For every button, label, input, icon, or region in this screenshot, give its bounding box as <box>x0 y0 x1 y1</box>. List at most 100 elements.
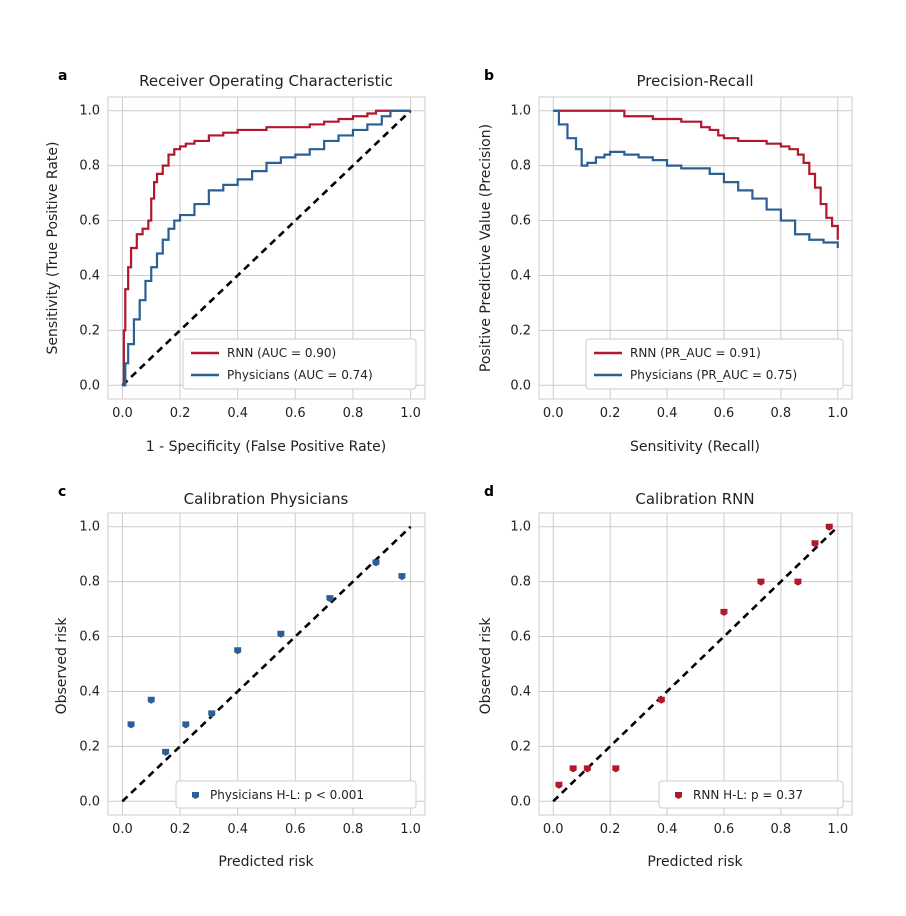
panel-roc: a Receiver Operating Characteristic 1 - … <box>45 68 426 455</box>
y-tick-label: 0.2 <box>510 323 531 338</box>
panel-calibration-physicians: c Calibration Physicians Predicted risk … <box>54 484 426 870</box>
plot-frame <box>107 512 426 816</box>
x-tick-label: 0.4 <box>657 406 678 421</box>
scatter-point-physicians <box>277 630 285 638</box>
scatter-point-rnn <box>720 608 728 616</box>
y-tick-label: 1.0 <box>79 520 100 535</box>
scatter-point-physicians <box>234 647 242 655</box>
scatter-point-physicians <box>127 721 135 729</box>
x-tick-label: 0.2 <box>170 822 191 837</box>
x-tick-label: 1.0 <box>400 406 421 421</box>
reference-diagonal <box>121 109 412 387</box>
x-tick-label: 0.8 <box>771 406 792 421</box>
y-tick-label: 0.0 <box>510 378 531 393</box>
scatter-point-rnn <box>794 578 802 586</box>
x-tick-label: 1.0 <box>827 822 848 837</box>
legend-entry: Physicians (AUC = 0.74) <box>227 368 373 382</box>
reference-diagonal <box>552 525 839 803</box>
x-tick-label: 0.4 <box>657 822 678 837</box>
y-tick-label: 0.0 <box>79 378 100 393</box>
y-tick-label: 0.6 <box>79 214 100 229</box>
series-line-rnn <box>122 109 411 387</box>
y-tick-label: 0.6 <box>510 214 531 229</box>
y-tick-label: 0.8 <box>510 575 531 590</box>
chart-title: Precision-Recall <box>636 72 753 90</box>
y-tick-label: 0.4 <box>510 684 531 699</box>
legend-box <box>175 780 417 809</box>
series-line-physicians <box>553 109 839 248</box>
scatter-point-rnn <box>657 696 665 704</box>
y-tick-label: 0.8 <box>79 575 100 590</box>
x-tick-label: 0.0 <box>112 822 133 837</box>
legend-entry: Physicians (PR_AUC = 0.75) <box>630 368 797 382</box>
x-tick-label: 0.6 <box>285 822 306 837</box>
x-tick-label: 0.0 <box>543 822 564 837</box>
panel-letter: c <box>58 484 66 500</box>
x-tick-label: 0.0 <box>112 406 133 421</box>
scatter-point-physicians <box>208 710 216 718</box>
x-tick-label: 0.6 <box>714 406 735 421</box>
scatter-point-physicians <box>147 696 155 704</box>
y-tick-label: 0.4 <box>510 268 531 283</box>
x-axis-label: Predicted risk <box>218 854 314 870</box>
scatter-point-rnn <box>583 765 591 773</box>
x-axis-label: Predicted risk <box>647 854 743 870</box>
chart-title: Calibration Physicians <box>184 490 349 508</box>
legend-entry: RNN (PR_AUC = 0.91) <box>630 346 761 360</box>
legend-entry: RNN (AUC = 0.90) <box>227 346 336 360</box>
plot-frame <box>538 512 853 816</box>
y-tick-label: 0.2 <box>510 739 531 754</box>
x-tick-label: 1.0 <box>400 822 421 837</box>
y-tick-label: 0.4 <box>79 268 100 283</box>
chart-title: Calibration RNN <box>635 490 754 508</box>
x-tick-label: 0.2 <box>600 822 621 837</box>
legend-entry: Physicians H-L: p < 0.001 <box>210 788 364 802</box>
y-tick-label: 1.0 <box>510 520 531 535</box>
panel-letter: d <box>484 484 494 500</box>
panel-letter: a <box>58 68 67 84</box>
scatter-point-rnn <box>825 523 833 531</box>
panel-letter: b <box>484 68 494 84</box>
x-tick-label: 0.2 <box>600 406 621 421</box>
scatter-point-rnn <box>555 781 563 789</box>
y-axis-label: Observed risk <box>478 617 494 715</box>
legend-entry: RNN H-L: p = 0.37 <box>693 788 803 802</box>
scatter-point-physicians <box>326 595 334 603</box>
x-tick-label: 0.6 <box>714 822 735 837</box>
series-line-rnn <box>553 109 839 240</box>
y-tick-label: 0.0 <box>79 794 100 809</box>
x-tick-label: 0.2 <box>170 406 191 421</box>
y-axis-label: Positive Predictive Value (Precision) <box>478 124 494 372</box>
x-tick-label: 0.8 <box>343 406 364 421</box>
scatter-point-physicians <box>162 748 170 756</box>
scatter-point-rnn <box>811 540 819 548</box>
scatter-point-rnn <box>612 765 620 773</box>
scatter-point-physicians <box>372 559 380 567</box>
x-tick-label: 1.0 <box>827 406 848 421</box>
y-tick-label: 0.2 <box>79 739 100 754</box>
y-tick-label: 1.0 <box>510 104 531 119</box>
y-tick-label: 0.8 <box>79 159 100 174</box>
scatter-point-physicians <box>182 721 190 729</box>
y-tick-label: 0.2 <box>79 323 100 338</box>
x-axis-label: Sensitivity (Recall) <box>630 439 760 455</box>
y-tick-label: 0.0 <box>510 794 531 809</box>
x-axis-label: 1 - Specificity (False Positive Rate) <box>146 439 387 455</box>
plot-frame <box>538 96 853 400</box>
x-tick-label: 0.6 <box>285 406 306 421</box>
scatter-point-rnn <box>757 578 765 586</box>
panel-calibration-rnn: d Calibration RNN Predicted risk Observe… <box>478 484 853 870</box>
x-tick-label: 0.8 <box>343 822 364 837</box>
legend-box <box>585 338 844 390</box>
plot-frame <box>107 96 426 400</box>
series-line-physicians <box>122 109 411 387</box>
scatter-point-physicians <box>398 573 406 581</box>
legend-marker-physicians <box>192 792 199 799</box>
legend-box <box>658 780 844 809</box>
y-axis-label: Observed risk <box>54 617 70 715</box>
x-tick-label: 0.0 <box>543 406 564 421</box>
y-tick-label: 0.6 <box>510 630 531 645</box>
scatter-point-rnn <box>569 765 577 773</box>
y-tick-label: 0.4 <box>79 684 100 699</box>
